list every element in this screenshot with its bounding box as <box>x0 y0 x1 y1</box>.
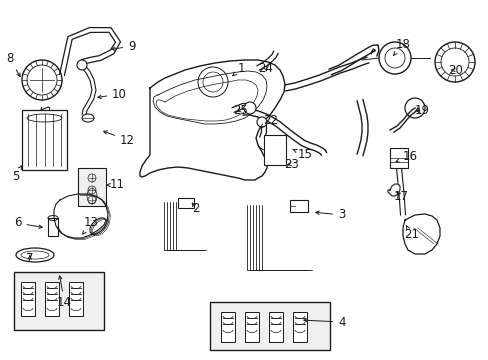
Text: 9: 9 <box>112 40 135 53</box>
Text: 19: 19 <box>414 104 429 117</box>
Bar <box>14 272 104 330</box>
Polygon shape <box>387 184 399 196</box>
Text: 21: 21 <box>403 226 418 242</box>
Bar <box>264 135 285 165</box>
Circle shape <box>257 117 266 127</box>
Text: 7: 7 <box>26 252 34 265</box>
Polygon shape <box>402 214 439 254</box>
Text: 15: 15 <box>292 148 312 162</box>
Bar <box>209 302 329 350</box>
Circle shape <box>404 98 424 118</box>
Bar <box>45 282 59 316</box>
Text: 6: 6 <box>14 216 42 230</box>
Bar <box>268 312 283 342</box>
Ellipse shape <box>16 248 54 262</box>
Text: 18: 18 <box>393 37 410 55</box>
Circle shape <box>378 42 410 74</box>
Text: 10: 10 <box>98 87 126 100</box>
Bar <box>244 312 259 342</box>
Bar <box>22 110 67 170</box>
Text: 1: 1 <box>232 62 245 76</box>
Text: 8: 8 <box>6 51 20 77</box>
Bar <box>178 198 194 208</box>
Text: 13: 13 <box>82 216 99 234</box>
Text: 12: 12 <box>103 131 135 147</box>
Bar <box>389 148 407 168</box>
Bar <box>69 282 83 316</box>
Text: 20: 20 <box>447 63 462 77</box>
Circle shape <box>77 60 87 70</box>
Text: 5: 5 <box>12 166 21 183</box>
Text: 14: 14 <box>57 276 72 310</box>
Text: 11: 11 <box>107 179 125 192</box>
Text: 25: 25 <box>232 104 247 117</box>
Bar <box>289 200 307 212</box>
Circle shape <box>244 102 256 114</box>
Polygon shape <box>54 194 108 238</box>
Bar <box>292 312 306 342</box>
Text: 23: 23 <box>284 158 298 171</box>
Text: 16: 16 <box>395 150 417 163</box>
Text: 4: 4 <box>303 315 345 328</box>
Circle shape <box>434 42 474 82</box>
Text: 3: 3 <box>315 208 345 221</box>
Text: 22: 22 <box>260 113 278 128</box>
Bar <box>78 168 106 206</box>
Text: 2: 2 <box>192 202 199 215</box>
Text: 17: 17 <box>393 189 408 202</box>
Polygon shape <box>140 60 285 180</box>
Bar <box>221 312 235 342</box>
Text: 24: 24 <box>258 62 272 75</box>
Ellipse shape <box>82 114 94 122</box>
Bar <box>48 218 58 236</box>
Bar <box>21 282 35 316</box>
